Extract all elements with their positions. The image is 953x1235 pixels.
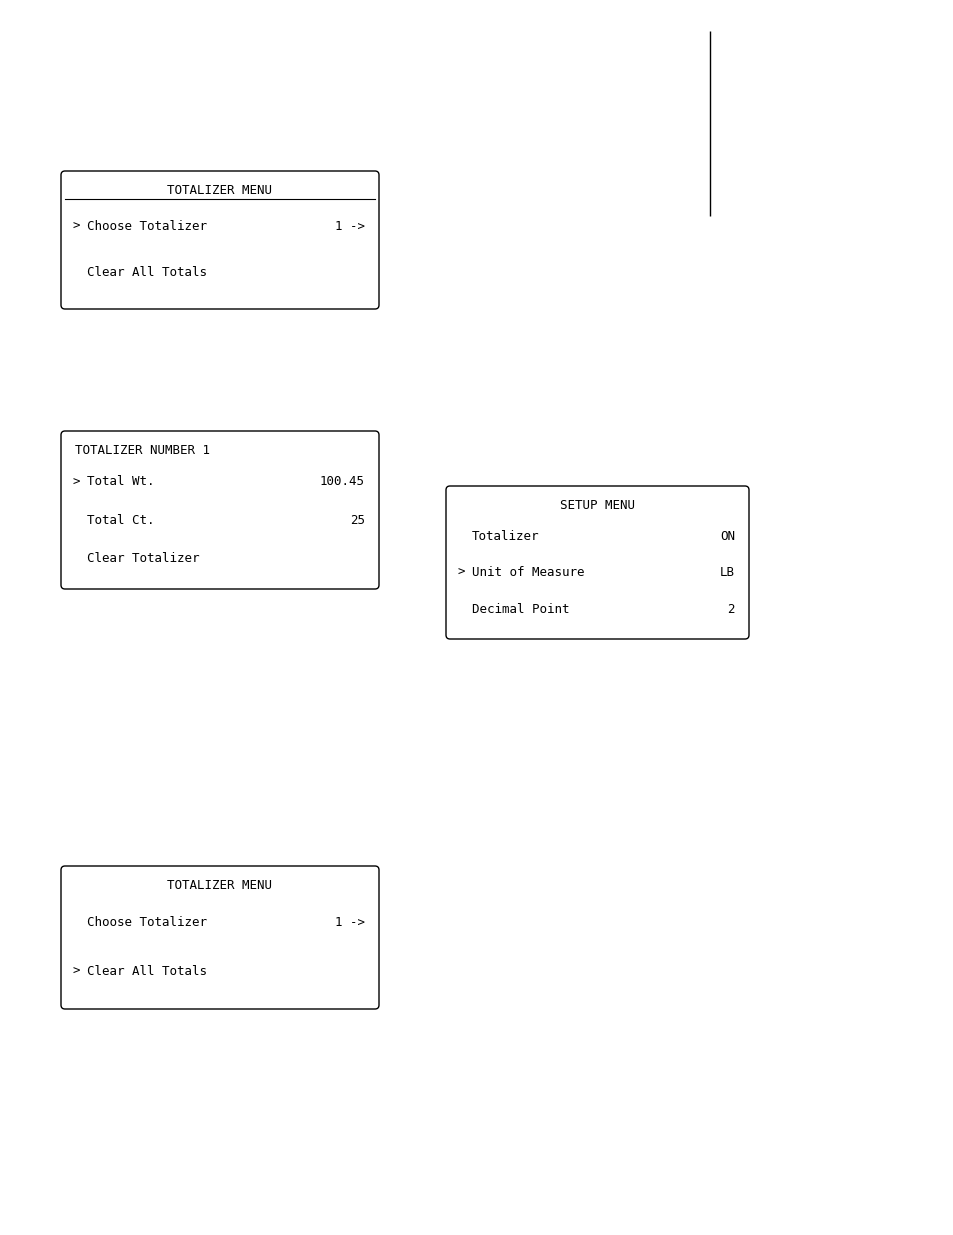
Text: 100.45: 100.45: [319, 475, 365, 488]
Text: Clear Totalizer: Clear Totalizer: [87, 552, 199, 564]
Text: 1 ->: 1 ->: [335, 220, 365, 233]
Text: Decimal Point: Decimal Point: [472, 603, 569, 616]
Text: TOTALIZER MENU: TOTALIZER MENU: [168, 879, 273, 892]
Text: Total Ct.: Total Ct.: [87, 514, 154, 526]
Text: >: >: [73, 965, 80, 978]
Text: Unit of Measure: Unit of Measure: [472, 566, 584, 579]
Text: Clear All Totals: Clear All Totals: [87, 267, 207, 279]
Text: 1 ->: 1 ->: [335, 916, 365, 930]
Text: TOTALIZER MENU: TOTALIZER MENU: [168, 184, 273, 198]
Text: Choose Totalizer: Choose Totalizer: [87, 220, 207, 233]
Text: SETUP MENU: SETUP MENU: [559, 499, 635, 513]
FancyBboxPatch shape: [446, 487, 748, 638]
Text: Totalizer: Totalizer: [472, 530, 539, 542]
FancyBboxPatch shape: [61, 866, 378, 1009]
Text: Total Wt.: Total Wt.: [87, 475, 154, 488]
Text: >: >: [73, 220, 80, 233]
Text: >: >: [73, 475, 80, 488]
Text: TOTALIZER NUMBER 1: TOTALIZER NUMBER 1: [75, 445, 210, 457]
FancyBboxPatch shape: [61, 170, 378, 309]
Text: Choose Totalizer: Choose Totalizer: [87, 916, 207, 930]
Text: LB: LB: [720, 566, 734, 579]
Text: Clear All Totals: Clear All Totals: [87, 965, 207, 978]
FancyBboxPatch shape: [61, 431, 378, 589]
Text: >: >: [457, 566, 465, 579]
Text: ON: ON: [720, 530, 734, 542]
Text: 25: 25: [350, 514, 365, 526]
Text: 2: 2: [727, 603, 734, 616]
